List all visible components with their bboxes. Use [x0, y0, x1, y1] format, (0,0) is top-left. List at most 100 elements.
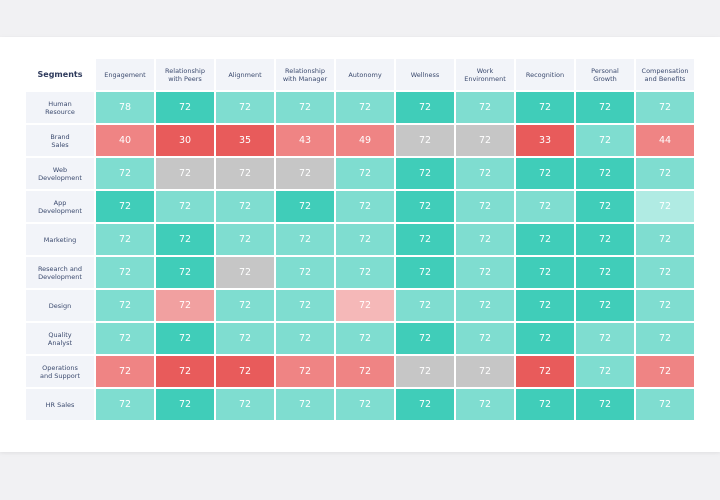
- heatmap-cell: 72: [336, 389, 394, 420]
- heatmap-cell: 72: [576, 290, 634, 321]
- column-header-line: Relationship: [165, 66, 205, 75]
- segment-label: Human Resource: [26, 92, 94, 123]
- heatmap-cell: 72: [96, 224, 154, 255]
- segment-label-line: Development: [38, 272, 82, 281]
- heatmap-cell: 72: [156, 356, 214, 387]
- column-header-line: Engagement: [104, 70, 146, 79]
- table-row: Human Resource 78 72 72 72 72 72 72 72 72 72: [26, 92, 694, 123]
- segment-label: Operations and Support: [26, 356, 94, 387]
- heatmap-cell: 72: [156, 257, 214, 288]
- heatmap-cell: 72: [396, 125, 454, 156]
- heatmap-cell: 72: [156, 92, 214, 123]
- heatmap-cell: 72: [216, 389, 274, 420]
- heatmap-cell: 72: [336, 257, 394, 288]
- heatmap-cell: 72: [456, 290, 514, 321]
- heatmap-cell: 72: [516, 158, 574, 189]
- column-header: Recognition: [516, 59, 574, 90]
- heatmap-cell: 72: [276, 92, 334, 123]
- segment-label-line: Web: [52, 165, 68, 174]
- heatmap-cell: 72: [156, 158, 214, 189]
- heatmap-cell: 72: [216, 92, 274, 123]
- heatmap-cell: 78: [96, 92, 154, 123]
- column-header-line: Environment: [464, 74, 506, 83]
- heatmap-cell: 72: [276, 389, 334, 420]
- heatmap-cell: 72: [336, 290, 394, 321]
- heatmap-cell: 72: [576, 191, 634, 222]
- segment-label: HR Sales: [26, 389, 94, 420]
- heatmap-cell: 72: [576, 125, 634, 156]
- heatmap-cell: 72: [636, 356, 694, 387]
- segment-label-line: Development: [38, 173, 82, 182]
- heatmap-cell: 72: [516, 92, 574, 123]
- heatmap-cell: 72: [156, 290, 214, 321]
- column-header-line: with Peers: [168, 74, 202, 83]
- heatmap-card: Segments Engagement Relationship with Peer…: [0, 37, 720, 452]
- heatmap-cell: 72: [456, 125, 514, 156]
- heatmap-cell: 72: [516, 290, 574, 321]
- column-header-line: Growth: [593, 74, 617, 83]
- heatmap-cell: 72: [576, 158, 634, 189]
- segment-label: Research and Development: [26, 257, 94, 288]
- column-header: Autonomy: [336, 59, 394, 90]
- table-row: Design 72 72 72 72 72 72 72 72 72 72: [26, 290, 694, 321]
- heatmap-cell: 43: [276, 125, 334, 156]
- segment-label-line: Quality: [48, 330, 72, 339]
- segment-label-line: HR Sales: [45, 400, 75, 409]
- heatmap-cell: 72: [396, 389, 454, 420]
- heatmap-cell: 72: [96, 191, 154, 222]
- heatmap-cell: 72: [396, 224, 454, 255]
- column-header: Relationship with Manager: [276, 59, 334, 90]
- segment-label-line: Research and: [37, 264, 83, 273]
- column-header-line: Relationship: [285, 66, 325, 75]
- heatmap-cell: 72: [96, 257, 154, 288]
- heatmap-cell: 72: [456, 389, 514, 420]
- table-row: Research and Development 72 72 72 72 72 72 72 72 7…: [26, 257, 694, 288]
- heatmap-cell: 72: [636, 92, 694, 123]
- column-header-line: Compensation: [641, 66, 689, 75]
- heatmap-cell: 72: [156, 389, 214, 420]
- segment-label: App Development: [26, 191, 94, 222]
- heatmap-cell: 72: [456, 158, 514, 189]
- heatmap-cell: 72: [456, 92, 514, 123]
- segment-label-line: Design: [48, 301, 72, 310]
- heatmap-cell: 72: [276, 224, 334, 255]
- table-row: Marketing 72 72 72 72 72 72 72 72 72 72: [26, 224, 694, 255]
- table-row: Operations and Support 72 72 72 72 72 72 72 72 72 7…: [26, 356, 694, 387]
- heatmap-cell: 72: [336, 224, 394, 255]
- segments-header: Segments: [26, 59, 94, 90]
- heatmap-cell: 72: [276, 323, 334, 354]
- heatmap-cell: 72: [396, 356, 454, 387]
- column-header: Alignment: [216, 59, 274, 90]
- heatmap-cell: 72: [336, 356, 394, 387]
- heatmap-cell: 72: [216, 257, 274, 288]
- heatmap-cell: 72: [576, 257, 634, 288]
- heatmap-cell: 40: [96, 125, 154, 156]
- heatmap-cell: 72: [216, 158, 274, 189]
- heatmap-cell: 72: [396, 323, 454, 354]
- column-header-line: Wellness: [410, 70, 440, 79]
- segment-label-line: Analyst: [47, 338, 73, 347]
- column-header: Relationship with Peers: [156, 59, 214, 90]
- heatmap-table: Segments Engagement Relationship with Peer…: [24, 57, 696, 422]
- heatmap-cell: 72: [276, 191, 334, 222]
- heatmap-cell: 72: [336, 158, 394, 189]
- heatmap-cell: 72: [276, 356, 334, 387]
- heatmap-cell: 72: [456, 257, 514, 288]
- heatmap-cell: 72: [576, 323, 634, 354]
- heatmap-cell: 72: [636, 323, 694, 354]
- heatmap-cell: 72: [216, 356, 274, 387]
- heatmap-cell: 72: [216, 224, 274, 255]
- segment-label: Quality Analyst: [26, 323, 94, 354]
- heatmap-cell: 72: [156, 191, 214, 222]
- column-header-line: Work: [476, 66, 494, 75]
- heatmap-cell: 72: [516, 323, 574, 354]
- heatmap-cell: 72: [396, 290, 454, 321]
- heatmap-cell: 72: [216, 323, 274, 354]
- heatmap-cell: 72: [636, 158, 694, 189]
- heatmap-cell: 72: [396, 191, 454, 222]
- table-row: HR Sales 72 72 72 72 72 72 72 72 72 72: [26, 389, 694, 420]
- heatmap-cell: 72: [636, 257, 694, 288]
- heatmap-cell: 72: [456, 356, 514, 387]
- table-row: App Development 72 72 72 72 72 72 72 72 72 72: [26, 191, 694, 222]
- heatmap-cell: 72: [216, 290, 274, 321]
